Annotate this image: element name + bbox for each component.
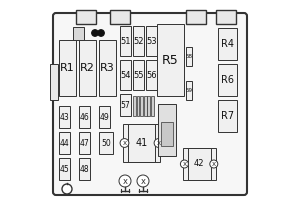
Text: R1: R1 [60, 63, 75, 73]
FancyBboxPatch shape [53, 13, 247, 195]
Bar [99, 132, 113, 154]
Text: 50: 50 [101, 138, 111, 147]
Bar [133, 60, 144, 90]
Bar [120, 26, 131, 56]
Circle shape [180, 160, 188, 168]
Bar [79, 132, 90, 154]
Circle shape [210, 160, 218, 168]
Bar [158, 104, 176, 156]
Bar [136, 96, 140, 116]
Text: x: x [140, 176, 146, 186]
Bar [157, 24, 184, 96]
Circle shape [92, 30, 98, 36]
Bar [218, 64, 237, 96]
Bar [76, 10, 96, 24]
Text: x: x [122, 140, 127, 146]
Text: 46: 46 [80, 112, 90, 121]
Bar [183, 148, 216, 180]
Bar [186, 81, 192, 100]
Bar [218, 100, 237, 132]
Bar [188, 148, 211, 180]
Bar [146, 26, 158, 56]
Text: 47: 47 [80, 138, 90, 147]
Text: R6: R6 [221, 75, 234, 85]
Bar [79, 106, 90, 128]
Bar [73, 27, 84, 40]
Text: 49: 49 [100, 112, 110, 121]
Bar [128, 124, 155, 162]
Bar [186, 47, 192, 66]
Bar [79, 158, 90, 180]
Bar [151, 96, 154, 116]
Text: R3: R3 [100, 63, 115, 73]
Text: 58: 58 [186, 54, 193, 59]
Circle shape [154, 139, 163, 147]
Bar [133, 96, 136, 116]
Text: 52: 52 [134, 36, 144, 46]
Text: x: x [157, 140, 160, 146]
Text: 48: 48 [80, 164, 89, 173]
Text: 45: 45 [60, 164, 70, 173]
Bar [186, 10, 206, 24]
Bar [147, 96, 150, 116]
Text: 55: 55 [134, 71, 144, 79]
Bar [133, 26, 144, 56]
Circle shape [98, 30, 104, 36]
Text: x: x [182, 161, 187, 167]
Text: x: x [122, 176, 128, 186]
Text: R4: R4 [221, 39, 234, 49]
Bar [59, 158, 70, 180]
Bar [59, 132, 70, 154]
Text: R7: R7 [221, 111, 234, 121]
Bar [218, 28, 237, 60]
Bar [120, 94, 131, 116]
Circle shape [137, 175, 149, 187]
Circle shape [119, 175, 131, 187]
Text: 59: 59 [186, 88, 193, 93]
Bar [50, 64, 58, 100]
Circle shape [120, 139, 129, 147]
Bar [160, 122, 172, 146]
Text: 51: 51 [120, 36, 131, 46]
Text: 57: 57 [121, 100, 130, 110]
Text: 41: 41 [135, 138, 148, 148]
Text: 53: 53 [146, 36, 157, 46]
Text: R2: R2 [80, 63, 95, 73]
Bar [110, 10, 130, 24]
Circle shape [62, 184, 72, 194]
Text: 56: 56 [146, 71, 157, 79]
Bar [59, 106, 70, 128]
Bar [123, 124, 160, 162]
Bar [146, 60, 158, 90]
Bar [216, 10, 236, 24]
Text: 54: 54 [120, 71, 131, 79]
Bar [79, 40, 96, 96]
Text: 42: 42 [194, 160, 204, 168]
Bar [144, 96, 147, 116]
Bar [59, 40, 76, 96]
Bar [120, 60, 131, 90]
Text: x: x [212, 161, 216, 167]
Bar [99, 40, 116, 96]
Bar [140, 96, 143, 116]
Text: R5: R5 [162, 53, 179, 66]
Text: 43: 43 [60, 112, 70, 121]
Bar [99, 106, 110, 128]
Text: 44: 44 [60, 138, 70, 147]
